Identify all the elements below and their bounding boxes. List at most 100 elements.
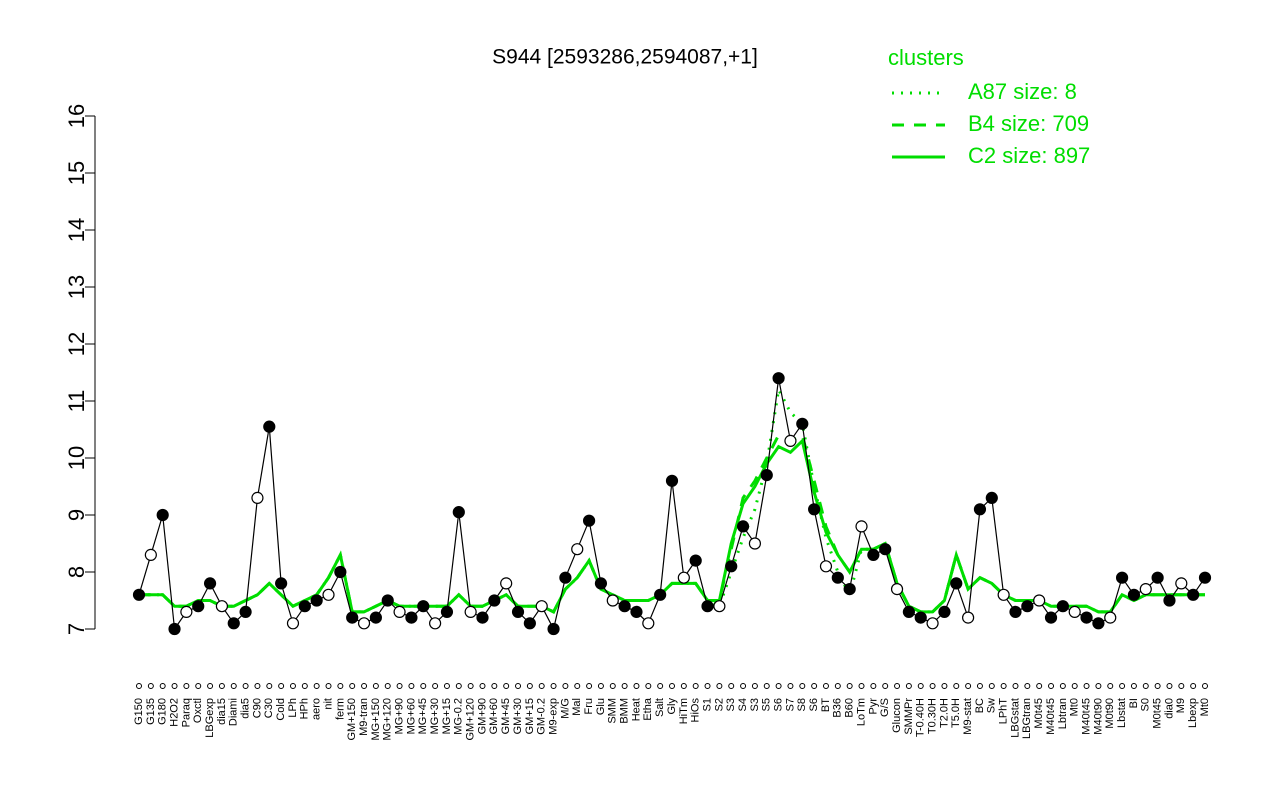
x-tick-label: G180 — [157, 698, 169, 725]
x-tick-label: dia0 — [1163, 698, 1175, 719]
x-tick-label: GM+90 — [476, 698, 488, 734]
data-point — [381, 594, 394, 607]
y-tick-label: 15 — [64, 161, 89, 185]
x-tick-label: G150 — [133, 698, 145, 725]
data-point — [547, 622, 560, 636]
x-tick-label: M9-stat — [962, 698, 974, 735]
x-tick-label: LBGtran — [1021, 698, 1033, 739]
data-point — [500, 577, 513, 590]
data-point — [203, 577, 217, 590]
y-tick-label: 8 — [64, 566, 89, 578]
rug-mark — [894, 683, 901, 689]
rug-mark — [147, 683, 154, 689]
rug-mark — [1083, 683, 1090, 689]
x-tick-label: G/S — [879, 698, 891, 717]
data-point — [488, 594, 501, 607]
x-tick-label: GM+60 — [488, 698, 500, 734]
x-tick-label: M0t45 — [1152, 698, 1164, 729]
data-point — [535, 600, 548, 613]
x-tick-label: T5.0H — [950, 698, 962, 728]
data-point — [310, 594, 323, 607]
rug-mark — [586, 683, 593, 689]
rug-mark — [1178, 683, 1185, 689]
rug-mark — [396, 683, 403, 689]
rug-mark — [751, 683, 758, 689]
data-point — [1104, 611, 1117, 624]
rug-mark — [763, 683, 770, 689]
x-tick-label: BI — [1128, 698, 1140, 708]
x-tick-label: M40t45 — [1045, 698, 1057, 735]
data-point — [1044, 611, 1058, 624]
data-point — [606, 594, 619, 607]
x-tick-label: B36 — [832, 698, 844, 718]
data-point — [559, 571, 572, 584]
data-point — [1115, 571, 1129, 584]
x-tick-label: GM-0.2 — [536, 698, 548, 735]
y-tick-label: 10 — [64, 446, 89, 470]
rug-mark — [325, 683, 332, 689]
x-tick-label: GM+120 — [465, 698, 477, 741]
rug-mark — [1202, 683, 1208, 689]
x-tick-label: Pyr — [867, 698, 879, 715]
data-point — [393, 605, 406, 619]
x-tick-label: HPh — [299, 698, 311, 719]
x-tick-label: Mt0 — [1069, 698, 1081, 716]
rug-mark — [787, 683, 794, 689]
data-point — [275, 577, 288, 590]
x-tick-label: MG+45 — [417, 698, 429, 734]
data-point — [926, 617, 939, 630]
data-point — [1198, 571, 1212, 584]
legend-label: A87 size: 8 — [968, 79, 1077, 104]
data-point — [1092, 617, 1105, 630]
rug-mark — [538, 683, 545, 689]
data-point — [1021, 600, 1034, 613]
x-tick-label: MG+30 — [429, 698, 441, 734]
x-tick-label: C90 — [251, 698, 263, 718]
rug-mark — [799, 683, 806, 689]
data-point — [1139, 582, 1152, 596]
rug-mark — [728, 683, 735, 689]
rug-mark — [491, 683, 498, 689]
x-tick-label: MG+90 — [393, 698, 405, 734]
x-tick-label: C30 — [263, 698, 275, 718]
rug-mark — [621, 683, 628, 689]
data-point — [736, 520, 750, 533]
data-point — [725, 560, 738, 573]
rug-mark — [479, 683, 486, 689]
data-point — [689, 554, 702, 567]
rug-mark — [526, 683, 533, 689]
data-point — [701, 600, 714, 613]
rug-mark — [337, 683, 344, 689]
rug-mark — [361, 683, 368, 689]
rug-mark — [408, 683, 415, 689]
rug-mark — [372, 683, 379, 689]
data-point — [405, 611, 418, 624]
x-tick-label: nit — [322, 698, 334, 710]
data-point — [180, 605, 193, 619]
rug-mark — [953, 683, 960, 689]
data-point — [156, 508, 169, 522]
data-point — [1151, 571, 1164, 584]
x-tick-label: M9-tran — [358, 698, 370, 736]
data-point — [760, 469, 773, 482]
data-point — [855, 520, 868, 533]
legend-label: B4 size: 709 — [968, 111, 1089, 136]
x-tick-label: T0.30H — [926, 698, 938, 734]
rug-mark — [289, 683, 296, 689]
x-tick-label: Mt0 — [1199, 698, 1211, 716]
data-point — [511, 605, 525, 619]
data-point — [784, 434, 797, 447]
x-tick-label: Lbstat — [1116, 698, 1128, 728]
rug-mark — [609, 683, 616, 689]
data-point — [322, 588, 335, 601]
x-tick-label: Diami — [228, 698, 240, 726]
x-tick-label: M40t45 — [1080, 698, 1092, 735]
data-point — [346, 611, 359, 624]
rug-mark — [811, 683, 818, 689]
rug-mark — [669, 683, 675, 689]
data-point — [1080, 611, 1093, 624]
x-tick-label: S3 — [725, 698, 737, 711]
x-tick-label: M0t90 — [1104, 698, 1116, 729]
x-tick-label: LPh — [287, 698, 299, 718]
x-tick-label: SMMPr — [903, 698, 915, 735]
